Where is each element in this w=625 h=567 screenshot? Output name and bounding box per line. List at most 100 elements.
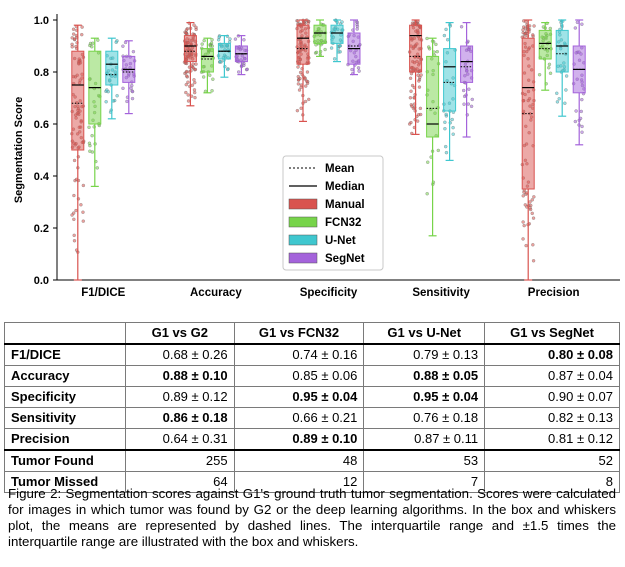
data-point [523, 203, 527, 207]
data-point [532, 195, 536, 199]
table-column-header: G1 vs U-Net [363, 322, 486, 345]
table-row: Tumor Missed 64 12 7 8 [4, 471, 620, 493]
data-point [210, 89, 214, 93]
data-point [121, 44, 125, 48]
data-point [184, 83, 188, 87]
data-point [462, 88, 466, 93]
data-point [96, 38, 100, 42]
data-point [532, 24, 536, 28]
data-point [537, 73, 542, 77]
data-point [435, 50, 439, 54]
data-point [202, 75, 206, 79]
legend-label: U-Net [325, 235, 356, 247]
data-point [296, 82, 301, 86]
box [200, 48, 214, 73]
data-point [555, 100, 560, 104]
data-point [125, 99, 129, 104]
data-point [95, 166, 99, 170]
table-cell: 0.90 ± 0.07 [484, 386, 620, 408]
data-point [425, 36, 429, 41]
data-point [209, 41, 214, 45]
table-column-header: G1 vs SegNet [484, 322, 620, 345]
data-point [305, 79, 309, 83]
data-point [90, 134, 94, 138]
data-point [242, 38, 246, 42]
table-cell: 64 [125, 471, 235, 493]
data-point [70, 213, 74, 217]
data-point [186, 80, 190, 84]
data-point [444, 27, 448, 32]
data-point [469, 104, 474, 109]
data-point [528, 207, 533, 212]
data-point [338, 50, 342, 54]
data-point [306, 21, 310, 25]
data-point [580, 97, 584, 102]
data-point [90, 45, 94, 49]
data-point [338, 44, 342, 48]
data-point [408, 96, 413, 100]
data-point [557, 97, 561, 101]
data-point [467, 87, 471, 91]
data-point [218, 59, 222, 64]
data-point [237, 70, 241, 74]
data-point [228, 37, 232, 41]
y-tick-label: 0.8 [34, 67, 49, 79]
data-point [531, 259, 536, 263]
data-point [451, 132, 455, 136]
data-point [528, 200, 532, 204]
table-cell: 52 [484, 449, 620, 472]
data-point [233, 37, 238, 41]
data-point [548, 26, 552, 31]
box [296, 24, 310, 65]
data-point [340, 20, 344, 24]
box [105, 50, 119, 86]
data-point [580, 22, 584, 26]
data-point [443, 120, 447, 124]
table-row: Precision 0.64 ± 0.31 0.89 ± 0.10 0.87 ± 0.… [4, 428, 620, 451]
data-point [417, 85, 422, 89]
data-point [296, 19, 300, 23]
data-point [245, 67, 249, 71]
data-point [450, 117, 454, 122]
data-point [573, 26, 577, 30]
table-column-header: G1 vs FCN32 [233, 322, 365, 345]
data-point [521, 220, 525, 224]
box [313, 24, 327, 44]
table-cell: 0.87 ± 0.04 [484, 365, 620, 387]
data-point [211, 77, 215, 81]
data-point [200, 42, 204, 46]
results-table: G1 vs G2 G1 vs FCN32 G1 vs U-Net G1 vs SegN… [4, 322, 620, 493]
data-point [444, 151, 449, 155]
data-point [407, 122, 412, 126]
data-point [547, 66, 551, 70]
data-point [71, 32, 76, 36]
data-point [426, 160, 430, 164]
table-cell: 0.88 ± 0.05 [363, 365, 486, 387]
data-point [192, 88, 197, 92]
legend-label: SegNet [325, 253, 365, 265]
table-cell: 0.81 ± 0.12 [484, 428, 620, 451]
data-point [71, 27, 76, 31]
data-point [297, 88, 302, 92]
data-point [184, 31, 188, 35]
table-cell: 12 [233, 471, 365, 493]
data-point [130, 89, 135, 94]
table-cell: 48 [233, 449, 365, 472]
legend-swatch [288, 234, 318, 246]
data-point [425, 192, 429, 196]
data-point [210, 38, 214, 42]
data-point [355, 24, 360, 29]
data-point [79, 203, 83, 207]
data-point [298, 70, 303, 75]
data-point [466, 102, 470, 106]
data-point [217, 35, 221, 39]
data-point [72, 193, 76, 198]
y-axis-label: Segmentation Score [13, 97, 25, 203]
data-point [193, 90, 197, 95]
data-point [410, 83, 415, 88]
data-point [208, 44, 213, 48]
table-corner-cell [4, 322, 126, 345]
table-row-label: Accuracy [4, 365, 126, 387]
y-tick-label: 0.2 [34, 223, 49, 235]
